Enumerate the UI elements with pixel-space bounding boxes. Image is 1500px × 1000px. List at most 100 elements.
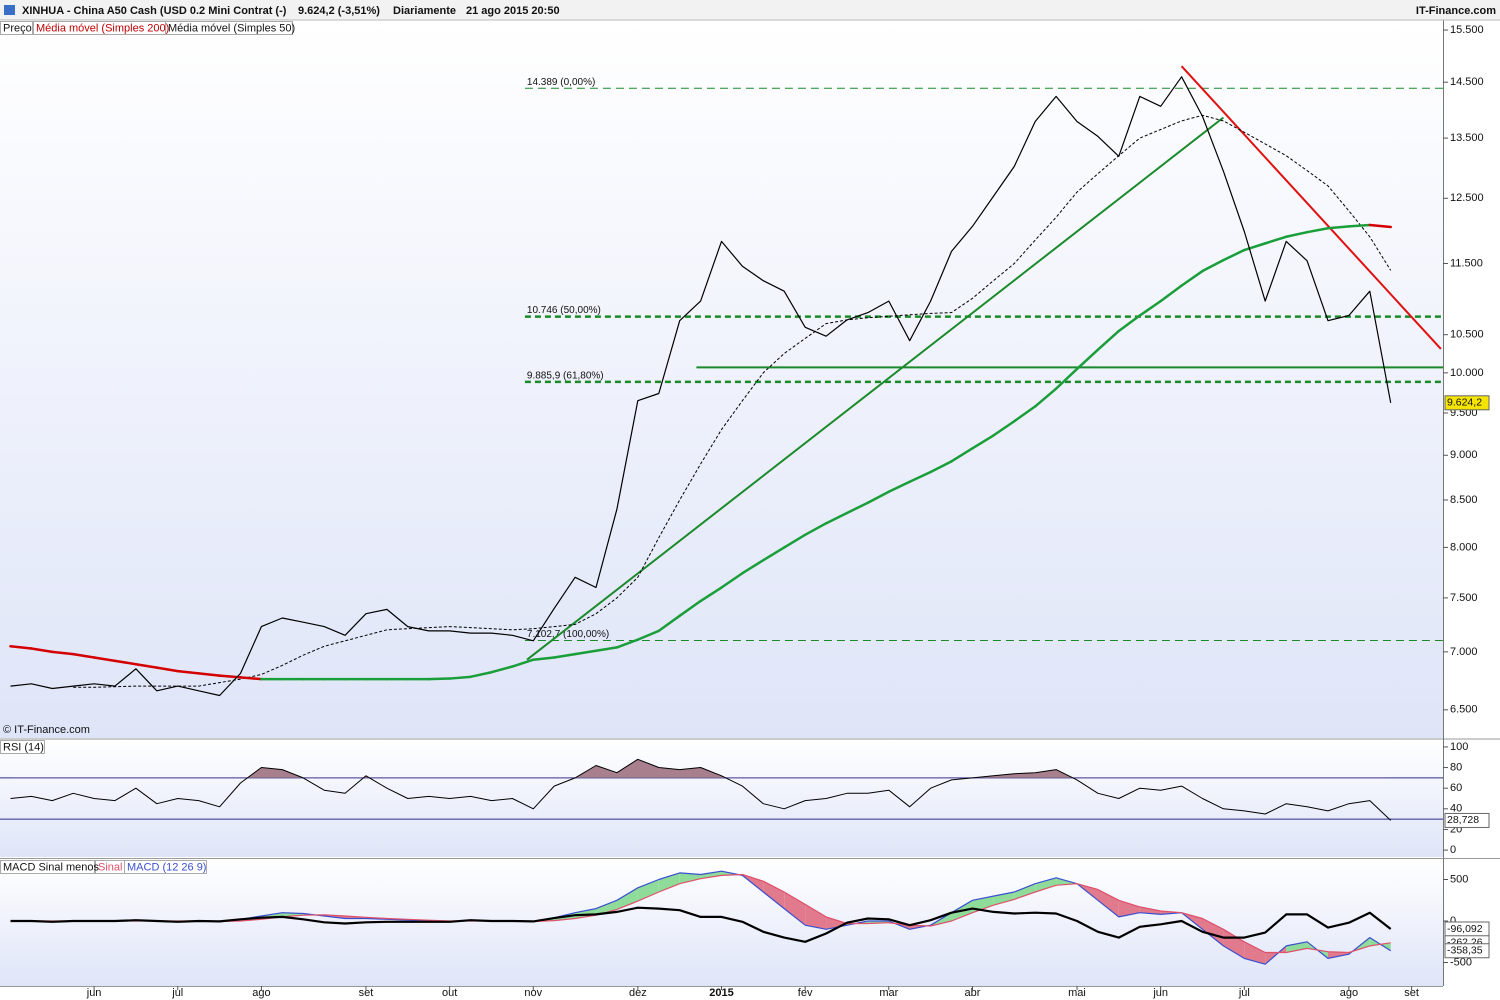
macd-fill [1118, 900, 1140, 917]
y-tick-label: 7.500 [1450, 592, 1478, 604]
moving-average-segment [71, 652, 96, 659]
moving-average-segment [1033, 387, 1058, 408]
moving-average-segment [929, 460, 953, 474]
y-tick-label: 80 [1450, 761, 1462, 773]
price-panel [0, 20, 1443, 738]
moving-average-segment [92, 656, 117, 663]
moving-average-segment [762, 546, 786, 562]
y-tick-label: 8.500 [1450, 494, 1478, 506]
moving-average-segment [490, 665, 514, 674]
x-tick-label: jun [86, 987, 102, 999]
quote: 9.624,2 (-3,51%) [298, 5, 380, 17]
level-label: 14.389 (0,00%) [527, 77, 595, 88]
legend-box [0, 860, 95, 874]
legend-item: MACD (12 26 9) [127, 861, 206, 873]
x-tick-label: dez [629, 987, 647, 999]
moving-average-segment [113, 659, 138, 666]
last-value-box [1444, 812, 1490, 828]
series-line [10, 906, 1392, 943]
moving-average-segment [636, 629, 661, 641]
x-tick-label: set [1404, 987, 1419, 999]
y-tick-label: -500 [1450, 956, 1472, 968]
moving-average-segment [1368, 223, 1392, 229]
moving-average-segment [845, 501, 870, 515]
macd-fill [658, 872, 680, 892]
rsi-panel [0, 740, 1443, 857]
macd-fill [596, 900, 617, 916]
moving-average-segment [824, 511, 849, 525]
overbought-area [10, 759, 1391, 778]
moving-average-segment [1054, 367, 1079, 390]
moving-average-segment [552, 652, 577, 659]
series-line [10, 758, 1392, 821]
y-tick-label: 500 [1450, 873, 1468, 885]
y-tick-label: 14.500 [1450, 76, 1484, 88]
last-value-label: -358,35 [1447, 945, 1483, 957]
date: 21 ago 2015 20:50 [466, 5, 560, 17]
moving-average-segment [176, 669, 200, 675]
level-label: 9.885,9 (61,80%) [527, 370, 604, 381]
x-tick-label: nov [524, 987, 542, 999]
moving-average-segment [678, 599, 702, 618]
moving-average-segment [1222, 248, 1246, 262]
y-tick-label: 12.500 [1450, 192, 1484, 204]
last-value-box [1444, 395, 1490, 411]
legend-box [165, 21, 293, 35]
macd-panel [0, 860, 1443, 986]
moving-average-segment [197, 672, 221, 677]
x-tick-label: mai [1068, 987, 1086, 999]
legend-item: MACD Sinal menos [3, 861, 99, 873]
x-tick-label: fev [798, 987, 813, 999]
moving-average-segment [1138, 299, 1162, 317]
moving-average-segment [1096, 329, 1121, 351]
moving-average-segment [866, 490, 891, 504]
moving-average-segment [1117, 314, 1142, 333]
y-tick-label: 60 [1450, 782, 1462, 794]
level-label: 10.746 (50,00%) [527, 305, 601, 316]
app-icon [4, 5, 15, 15]
copyright: © IT-Finance.com [3, 724, 90, 736]
moving-average-segment [573, 649, 598, 656]
moving-average-segment [908, 470, 932, 484]
trendline [1180, 65, 1442, 350]
legend-item: Média móvel (Simples 200) [36, 22, 169, 34]
moving-average-segment [782, 533, 807, 549]
y-tick-label: 7.000 [1450, 646, 1478, 658]
macd-fill [1202, 918, 1224, 946]
moving-average-segment [532, 656, 556, 661]
macd-fill [784, 891, 806, 926]
moving-average-segment [1243, 242, 1267, 252]
y-tick-label: 9.000 [1450, 449, 1478, 461]
source: IT-Finance.com [1416, 5, 1496, 17]
moving-average-segment [51, 650, 75, 656]
period: Diariamente [393, 5, 456, 17]
moving-average-segment [134, 662, 159, 669]
x-tick-label: jun [1152, 987, 1168, 999]
legend-box [0, 740, 45, 754]
moving-average-segment [657, 614, 681, 633]
moving-average-segment [1159, 284, 1183, 303]
y-tick-label: 40 [1450, 803, 1462, 815]
last-value-box [1444, 943, 1490, 959]
macd-fill [637, 879, 659, 902]
macd-fill [700, 871, 722, 879]
y-tick-label: 100 [1450, 741, 1468, 753]
x-tick-label: 2015 [709, 987, 733, 999]
moving-average-segment [469, 670, 493, 679]
moving-average-segment [1326, 225, 1351, 230]
macd-fill [1139, 906, 1161, 915]
macd-fill [1014, 883, 1036, 900]
macd-fill [1327, 951, 1349, 959]
y-tick-label: 0 [1450, 844, 1456, 856]
series-line [10, 873, 1391, 954]
trendline [526, 116, 1225, 661]
macd-fill [1035, 877, 1057, 892]
moving-average-segment [427, 677, 451, 681]
macd-fill [1286, 941, 1308, 953]
x-tick-label: ago [252, 987, 270, 999]
macd-fill [679, 872, 701, 884]
moving-average-segment [1013, 405, 1037, 423]
y-tick-label: 10.500 [1450, 329, 1484, 341]
moving-average-segment [594, 646, 619, 652]
